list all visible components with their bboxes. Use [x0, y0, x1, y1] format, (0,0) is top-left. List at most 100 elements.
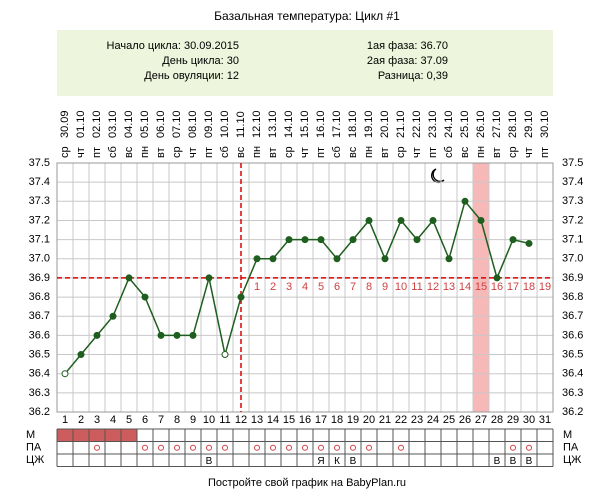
weekday-label: сб [219, 146, 231, 158]
x-tick-label: 23 [411, 414, 423, 426]
summary-item: 1ая фаза: 36.70 [367, 40, 448, 52]
weekday-label: пн [251, 146, 263, 158]
date-label: 07.10 [171, 110, 183, 138]
y-tick-label: 37.3 [29, 195, 50, 207]
pa-mark [254, 444, 260, 451]
y-tick-label-right: 37.4 [562, 176, 583, 188]
y-tick-label: 37.2 [29, 214, 50, 226]
x-tick-label: 15 [283, 414, 295, 426]
date-label: 02.10 [91, 110, 103, 138]
cervical-mark: В [494, 456, 501, 467]
y-tick-label: 36.5 [29, 348, 50, 360]
menstruation-cell [57, 429, 73, 442]
date-label: 16.10 [315, 110, 327, 138]
date-label: 29.10 [523, 110, 535, 138]
weekday-label: вт [267, 147, 279, 158]
temperature-point [365, 216, 373, 224]
phase-number: 4 [302, 281, 308, 293]
y-tick-label: 36.6 [29, 329, 50, 341]
date-label: 03.10 [107, 110, 119, 138]
temperature-point [205, 274, 213, 282]
y-tick-label-right: 37.0 [562, 253, 583, 265]
x-tick-label: 22 [395, 414, 407, 426]
weekday-label: вт [155, 147, 167, 158]
y-tick-label-right: 36.2 [562, 406, 583, 418]
summary-item: День цикла: 30 [162, 55, 239, 67]
date-label: 09.10 [203, 110, 215, 138]
y-tick-label-right: 36.8 [562, 291, 583, 303]
temperature-point [461, 197, 469, 205]
weekday-label: ср [59, 146, 71, 158]
summary-item: Начало цикла: 30.09.2015 [107, 40, 239, 52]
date-label: 20.10 [379, 110, 391, 138]
highlight-day [473, 163, 489, 412]
date-label: 04.10 [123, 110, 135, 138]
x-tick-label: 12 [235, 414, 247, 426]
row-label: ЦЖ [26, 454, 44, 466]
menstruation-cell [89, 429, 105, 442]
y-tick-label-right: 36.4 [562, 368, 583, 380]
temperature-point [157, 331, 165, 339]
temperature-point [397, 216, 405, 224]
phase-number: 5 [318, 281, 324, 293]
y-tick-label-right: 37.2 [562, 214, 583, 226]
weekday-label: пт [203, 147, 215, 158]
weekday-label: чт [411, 147, 423, 158]
date-label: 06.10 [155, 110, 167, 138]
temperature-point [509, 236, 517, 244]
x-tick-label: 9 [190, 414, 196, 426]
pa-mark [302, 444, 308, 451]
phase-number: 6 [334, 281, 340, 293]
phase-number: 17 [507, 281, 519, 293]
temperature-point [525, 239, 533, 247]
phase-number: 16 [491, 281, 503, 293]
weekday-label: пн [139, 146, 151, 158]
date-label: 23.10 [427, 110, 439, 138]
pa-mark [206, 444, 212, 451]
y-tick-label-right: 36.6 [562, 329, 583, 341]
pa-mark [366, 444, 372, 451]
x-tick-label: 7 [158, 414, 164, 426]
date-label: 26.10 [475, 110, 487, 138]
phase-number: 13 [443, 281, 455, 293]
y-tick-label: 37.4 [29, 176, 50, 188]
y-tick-label: 36.9 [29, 272, 50, 284]
phase-number: 12 [427, 281, 439, 293]
x-tick-label: 17 [315, 414, 327, 426]
weekday-label: ср [507, 146, 519, 158]
x-tick-label: 25 [443, 414, 455, 426]
y-tick-label-right: 37.5 [562, 157, 583, 169]
temperature-point [333, 255, 341, 263]
y-tick-label-right: 37.1 [562, 234, 583, 246]
temperature-point [445, 255, 453, 263]
row-label-right: ПА [563, 442, 579, 454]
x-tick-label: 13 [251, 414, 263, 426]
x-tick-label: 21 [379, 414, 391, 426]
y-tick-label-right: 36.9 [562, 272, 583, 284]
x-tick-label: 27 [475, 414, 487, 426]
date-label: 14.10 [283, 110, 295, 138]
x-tick-label: 4 [110, 414, 116, 426]
summary-item: 2ая фаза: 37.09 [367, 55, 448, 67]
temperature-point [381, 255, 389, 263]
date-label: 24.10 [443, 110, 455, 138]
y-tick-label-right: 36.7 [562, 310, 583, 322]
y-tick-label: 37.1 [29, 234, 50, 246]
x-tick-label: 19 [347, 414, 359, 426]
y-tick-label-right: 37.3 [562, 195, 583, 207]
date-label: 17.10 [331, 110, 343, 138]
temperature-point [493, 274, 501, 282]
temperature-point [141, 293, 149, 301]
date-label: 15.10 [299, 110, 311, 138]
temperature-point [349, 236, 357, 244]
y-tick-label: 37.5 [29, 157, 50, 169]
weekday-label: ср [171, 146, 183, 158]
x-tick-label: 6 [142, 414, 148, 426]
weekday-label: чт [75, 147, 87, 158]
x-tick-label: 18 [331, 414, 343, 426]
cervical-mark: Я [317, 456, 324, 467]
phase-number: 11 [411, 281, 422, 293]
weekday-label: пт [427, 147, 439, 158]
weekday-label: вт [379, 147, 391, 158]
phase-number: 3 [286, 281, 292, 293]
